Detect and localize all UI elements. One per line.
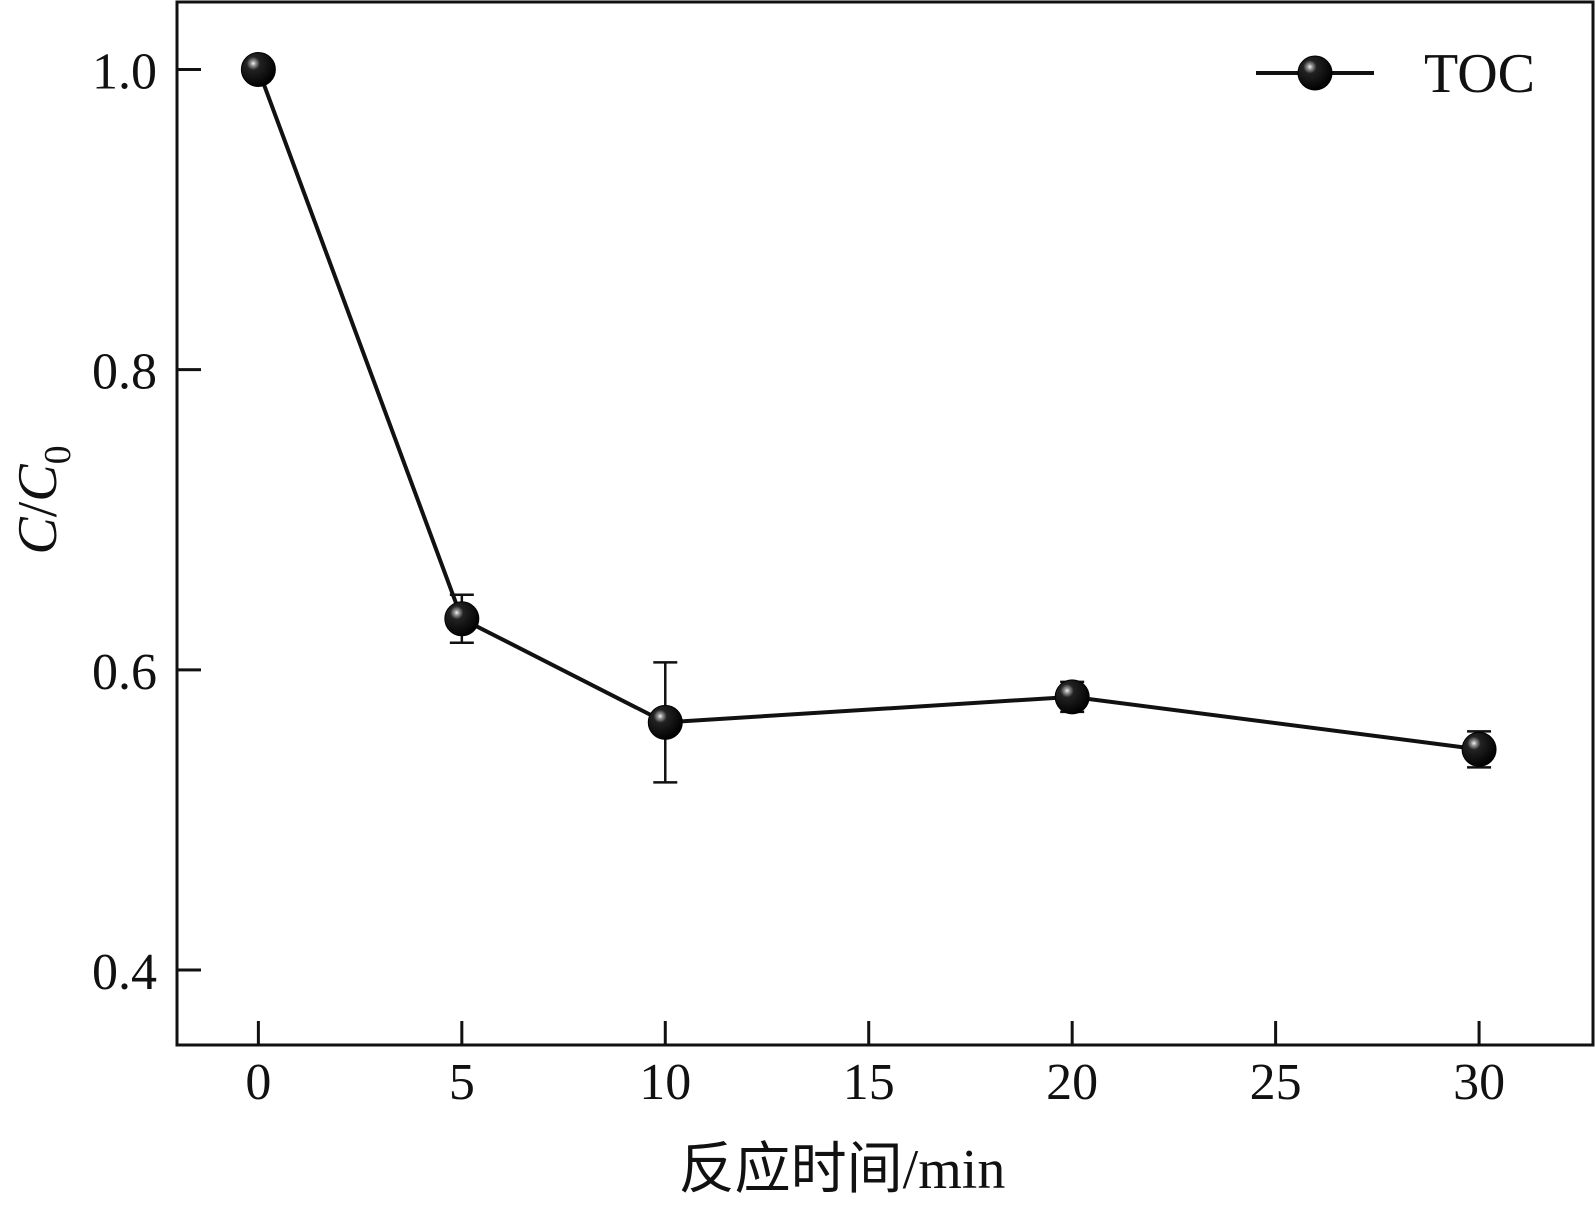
y-axis-label-slash: / <box>7 501 69 517</box>
y-tick-label-0-6: 0.6 <box>92 644 157 701</box>
series-layer <box>240 52 1497 784</box>
x-tick-label-25: 25 <box>1250 1054 1302 1111</box>
x-tick-label-30: 30 <box>1453 1054 1505 1111</box>
y-axis-label: C/C0 <box>7 445 79 554</box>
x-tick-label-10: 10 <box>639 1054 691 1111</box>
x-tick-label-0: 0 <box>245 1054 271 1111</box>
y-tick-label-1-0: 1.0 <box>92 44 157 101</box>
x-axis-label: 反应时间/min <box>679 1139 1006 1201</box>
y-axis-label-sub-base: C <box>7 464 69 502</box>
legend-marker-toc <box>1297 55 1333 91</box>
y-axis-label-main: C <box>7 517 69 555</box>
legend-layer: TOC <box>1256 43 1535 105</box>
ticks-layer <box>177 68 1481 1045</box>
data-point-0 <box>240 52 276 88</box>
x-tick-label-20: 20 <box>1046 1054 1098 1111</box>
legend-label-toc: TOC <box>1424 43 1535 105</box>
y-tick-label-0-4: 0.4 <box>92 944 157 1001</box>
series-line-toc <box>256 67 1482 752</box>
y-tick-label-0-8: 0.8 <box>92 344 157 401</box>
x-tick-label-5: 5 <box>449 1054 475 1111</box>
data-point-5 <box>444 601 480 637</box>
x-tick-label-15: 15 <box>843 1054 895 1111</box>
y-axis-label-subscript: 0 <box>37 445 79 464</box>
plot-frame <box>175 0 1595 1047</box>
data-point-10 <box>647 704 683 740</box>
plot-frame-layer <box>175 0 1595 1047</box>
data-point-30 <box>1461 731 1497 767</box>
data-point-20 <box>1054 679 1090 715</box>
